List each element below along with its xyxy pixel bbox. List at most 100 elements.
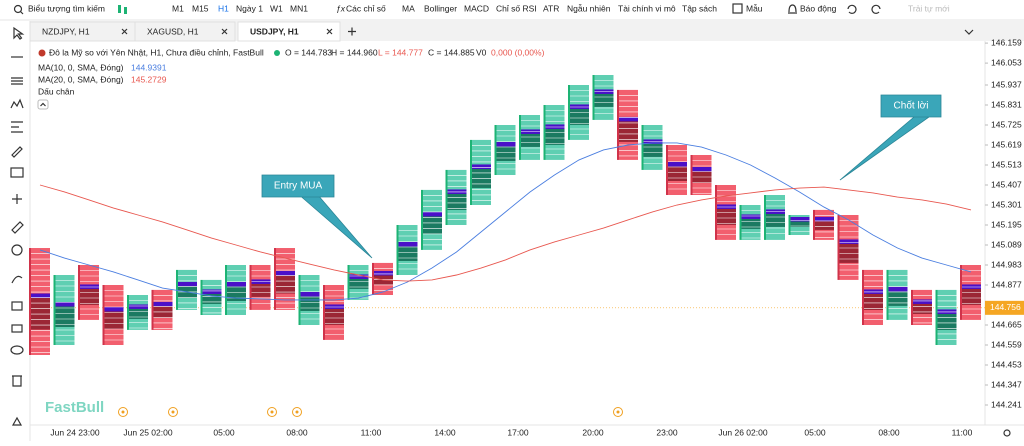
collapse-tool[interactable] <box>11 416 23 426</box>
pattern-tool[interactable] <box>10 98 24 109</box>
event-marker-dot <box>295 410 299 414</box>
candle-edge <box>617 89 619 160</box>
candle-core <box>913 303 932 314</box>
event-marker[interactable] <box>168 407 178 417</box>
lock-drawing-tool[interactable] <box>11 301 23 311</box>
timeframe[interactable]: M1 <box>172 3 184 13</box>
current-price-label: 144.756 <box>990 302 1021 312</box>
tab[interactable] <box>237 21 341 42</box>
visibility-tool[interactable] <box>10 345 24 355</box>
indicator-icon[interactable]: ƒx <box>336 3 346 13</box>
alert-icon[interactable] <box>788 4 797 14</box>
footprint-candle <box>911 289 932 325</box>
redo-icon[interactable] <box>871 4 881 14</box>
undo-icon[interactable] <box>847 4 857 14</box>
tab-close[interactable] <box>221 28 228 35</box>
poc-cell <box>423 211 442 217</box>
ruler-tool[interactable] <box>11 221 24 234</box>
indicator-shortcut[interactable]: Tài chính vi mô <box>618 3 676 13</box>
timeframe[interactable]: MN1 <box>290 3 308 13</box>
event-marker[interactable] <box>613 407 623 417</box>
new-layout-button[interactable]: Trải tự mới <box>908 3 950 13</box>
event-marker[interactable] <box>267 407 277 417</box>
indicators-menu[interactable]: Các chỉ số <box>346 3 386 13</box>
measure-tool[interactable] <box>12 194 22 204</box>
x-tick-label: 05:00 <box>213 427 235 437</box>
timeframe[interactable]: W1 <box>270 3 283 13</box>
footprint-candle <box>200 279 222 315</box>
timeframe[interactable]: M15 <box>192 3 209 13</box>
moving-average-line <box>39 142 972 301</box>
indicator-shortcut[interactable]: Chỉ số RSI <box>496 3 537 13</box>
search-label[interactable]: Biểu tượng tìm kiếm <box>28 3 105 13</box>
poc-cell <box>839 239 859 244</box>
template-button[interactable]: Mẫu <box>746 3 763 13</box>
footprint-candle <box>764 195 785 240</box>
indicator-shortcut[interactable]: Ngẫu nhiên <box>567 3 611 13</box>
candle-edge <box>127 295 129 330</box>
candle-edge <box>470 139 472 205</box>
indicator-shortcut[interactable]: ATR <box>543 3 559 13</box>
footprint-candle <box>29 248 50 355</box>
candle-edge <box>519 115 521 160</box>
candle-core <box>962 288 981 305</box>
new-tab[interactable] <box>348 27 356 36</box>
template-icon[interactable] <box>732 3 743 14</box>
text-tool[interactable] <box>11 121 23 133</box>
search-icon[interactable] <box>13 4 23 14</box>
timeframe[interactable]: Ngày 1 <box>236 3 263 13</box>
footprint-candle <box>813 209 834 240</box>
footprint-candle <box>274 248 295 310</box>
moving-average-line <box>39 184 972 282</box>
magnet-tool[interactable] <box>11 275 23 284</box>
indicator-shortcut[interactable]: MA <box>402 3 415 13</box>
candle-edge <box>200 279 203 315</box>
comment-tool[interactable] <box>10 167 24 178</box>
poc-cell <box>129 304 148 309</box>
x-tick-label: Jun 25 02:00 <box>123 427 172 437</box>
timeframe[interactable]: H1 <box>218 3 229 13</box>
event-marker-dot <box>616 410 620 414</box>
zoom-tool[interactable] <box>11 244 23 256</box>
candle-core <box>398 246 418 261</box>
event-marker[interactable] <box>292 407 302 417</box>
footprint-candle <box>445 169 467 225</box>
y-tick-label: 144.983 <box>991 259 1022 269</box>
tabs-collapse[interactable] <box>964 29 974 35</box>
footprint-candle <box>715 185 736 240</box>
tab[interactable] <box>134 21 236 42</box>
brush-tool[interactable] <box>11 146 23 158</box>
lock-tool[interactable] <box>11 324 23 333</box>
cursor-tool[interactable] <box>13 26 25 40</box>
poc-cell <box>668 162 687 167</box>
x-tick-label: Jun 26 02:00 <box>718 427 767 437</box>
settings-icon[interactable] <box>1003 429 1011 437</box>
alert-button[interactable]: Báo động <box>800 3 837 13</box>
candle-edge <box>78 265 80 320</box>
candle-type-icon[interactable] <box>118 5 127 14</box>
poc-cell <box>31 293 50 299</box>
indicator-shortcut[interactable]: Tập sách <box>682 3 717 13</box>
footprint-candle <box>102 285 124 345</box>
candle-core <box>129 308 148 319</box>
fib-tool[interactable] <box>11 77 23 85</box>
indicator-shortcut[interactable]: Bollinger <box>424 3 457 13</box>
event-marker[interactable] <box>118 407 128 417</box>
candle-edge <box>666 145 668 195</box>
indicator-shortcut[interactable]: MACD <box>464 3 489 13</box>
y-tick-label: 145.831 <box>991 99 1022 109</box>
candle-edge <box>372 262 374 295</box>
poc-cell <box>692 167 712 172</box>
candle-core <box>31 297 50 330</box>
tab-close[interactable] <box>326 28 333 35</box>
y-tick-label: 144.241 <box>991 399 1022 409</box>
ma10-legend: MA(10, 0, SMA, Đóng) <box>38 62 124 72</box>
poc-cell <box>104 307 124 312</box>
tab-close[interactable] <box>121 28 128 35</box>
poc-cell <box>202 289 222 294</box>
poc-cell <box>178 281 197 287</box>
poc-cell <box>227 282 246 287</box>
legend-collapse[interactable] <box>37 99 49 110</box>
delete-tool[interactable] <box>12 375 22 387</box>
candle-core <box>202 293 222 304</box>
